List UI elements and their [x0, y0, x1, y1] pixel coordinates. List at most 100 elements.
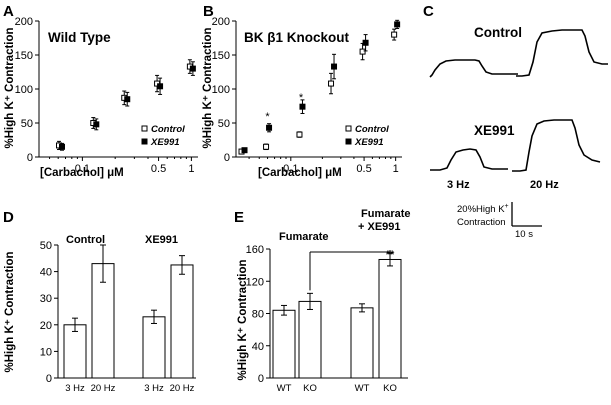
panel-e-ytick-label: 160 [246, 244, 264, 256]
panel-b-control-marker [263, 143, 270, 150]
panel-d-bar-xe991-3hz [142, 316, 166, 379]
panel-e-significance: ** [386, 249, 395, 261]
panel-e: %High K⁺ Contraction [237, 259, 249, 380]
panel-d-ytick-label: 40 [40, 267, 52, 279]
panel-e-bar-fumarate-ko [298, 300, 322, 379]
panel-e-category-label: WT [355, 383, 370, 394]
panel-b-xe991-marker [299, 103, 306, 110]
panel-b-significance: * [299, 92, 304, 104]
trace-xe991-20hz [512, 119, 601, 172]
panel-b-control-marker [391, 31, 398, 38]
panel-a-ytick-label: 50 [21, 118, 33, 130]
panel-e-bar-fumarate-xe991-ko [378, 258, 402, 379]
panel-b-control-marker [359, 48, 366, 55]
panel-letter-d: D [3, 209, 14, 226]
panel-d-ytick-label: 10 [40, 346, 52, 358]
scale-bar-y-label: 20%High K+ [457, 203, 509, 215]
panel-d-category-label: 20 Hz [91, 383, 116, 394]
panel-b-ytick-label: 0 [224, 152, 230, 164]
panel-b-ylabel: %High K⁺ Contraction [202, 27, 214, 148]
panel-b-ytick-label: 100 [212, 84, 230, 96]
panel-d-ytick-label: 30 [40, 293, 52, 305]
panel-c: Control XE991 3 Hz 20 Hz 20%High K+ Cont… [429, 25, 608, 240]
panel-a-xe991-marker [93, 121, 100, 128]
panel-e-bar-fumarate-xe991-wt [350, 307, 374, 379]
panel-a-title: Wild Type [48, 30, 111, 45]
panel-a-xe991-marker [189, 65, 196, 72]
scale-bar: 20%High K+ Contraction 10 s [457, 202, 542, 240]
panel-e-ytick-label: 120 [246, 276, 264, 288]
panel-a-xtick-label: 0.5 [151, 163, 166, 175]
panel-e-bar-fumarate-wt [272, 309, 296, 379]
panel-e-ylabel: %High K⁺ Contraction [237, 259, 249, 380]
panel-d-bar-xe991-20hz [170, 264, 194, 379]
panel-b-control-marker [296, 131, 303, 138]
panel-letter-b: B [203, 3, 214, 20]
panel-b: BK β1 Knockout [Carbachol] μM %High K⁺ C… [202, 27, 349, 179]
panel-a-xtick-label: 0.1 [75, 163, 90, 175]
panel-e-category-label: KO [303, 383, 317, 394]
panel-a-legend-marker [141, 138, 148, 145]
panel-d-category-label: 20 Hz [170, 383, 195, 394]
panel-d-ytick-label: 50 [40, 240, 52, 252]
panel-b-legend-marker [345, 138, 352, 145]
panel-a-ylabel: %High K⁺ Contraction [4, 27, 16, 148]
panel-b-significance: * [265, 111, 270, 123]
panel-a-ytick-label: 0 [27, 152, 33, 164]
panel-b-xe991-marker [362, 39, 369, 46]
trace-label-3hz: 3 Hz [447, 179, 470, 191]
panel-d-bar-control-3hz [63, 324, 87, 379]
trace-label-20hz: 20 Hz [530, 179, 559, 191]
trace-label-control: Control [474, 25, 522, 40]
panel-a-xtick-label: 1 [188, 163, 194, 175]
trace-label-xe991: XE991 [474, 123, 515, 138]
panel-e-group-label-fumarate-xe991: Fumarate [361, 208, 411, 220]
trace-control-3hz [429, 59, 518, 78]
panel-a-xlabel: [Carbachol] μM [40, 167, 124, 179]
panel-d-category-label: 3 Hz [65, 383, 85, 394]
scale-bar-y-label-2: Contraction [457, 217, 506, 228]
panel-e-category-label: WT [277, 383, 292, 394]
panel-a-ytick-label: 150 [15, 50, 33, 62]
panel-b-xe991-marker [394, 21, 401, 28]
panel-e-group-label-fumarate-xe991: + XE991 [358, 221, 401, 233]
panel-b-xtick-label: 0.1 [283, 163, 298, 175]
panel-b-ytick-label: 200 [212, 16, 230, 28]
panel-e-ytick-label: 0 [258, 373, 264, 385]
panel-a-ytick-label: 100 [15, 84, 33, 96]
panel-b-xlabel: [Carbachol] μM [258, 167, 342, 179]
trace-control-20hz [516, 29, 608, 77]
panel-e-ytick-label: 80 [252, 309, 264, 321]
panel-letter-c: C [423, 3, 434, 20]
panel-e-group-label-fumarate: Fumarate [279, 231, 329, 243]
panel-d-ytick-label: 20 [40, 320, 52, 332]
panel-d-category-label: 3 Hz [144, 383, 164, 394]
panel-b-legend-label: XE991 [354, 137, 384, 148]
panel-a-xe991-marker [124, 96, 131, 103]
panel-d-group-label-control: Control [66, 234, 105, 246]
panel-e-category-label: KO [383, 383, 397, 394]
trace-xe991-3hz [430, 148, 508, 171]
panel-b-xe991-marker [331, 63, 338, 70]
panel-a-ytick-label: 200 [15, 16, 33, 28]
panel-e-ytick-label: 40 [252, 341, 264, 353]
panel-b-legend-marker [345, 125, 352, 132]
panel-b-xtick-label: 1 [393, 163, 399, 175]
panel-d-ylabel: %High K⁺ Contraction [4, 251, 16, 372]
panel-b-control-marker [328, 80, 335, 87]
panel-a-legend-label: Control [151, 124, 185, 135]
panel-b-xe991-marker [266, 124, 273, 131]
panel-a-xe991-marker [59, 143, 66, 150]
panel-a: Wild Type [Carbachol] μM %High K⁺ Contra… [4, 27, 124, 179]
panel-b-legend-label: Control [355, 124, 389, 135]
panel-d: %High K⁺ Contraction [4, 251, 16, 372]
panel-a-legend-label: XE991 [150, 137, 180, 148]
panel-a-xe991-marker [157, 83, 164, 90]
panel-b-xtick-label: 0.5 [356, 163, 371, 175]
panel-b-ytick-label: 150 [212, 50, 230, 62]
panel-letter-e: E [234, 209, 244, 226]
panel-d-ytick-label: 0 [46, 373, 52, 385]
